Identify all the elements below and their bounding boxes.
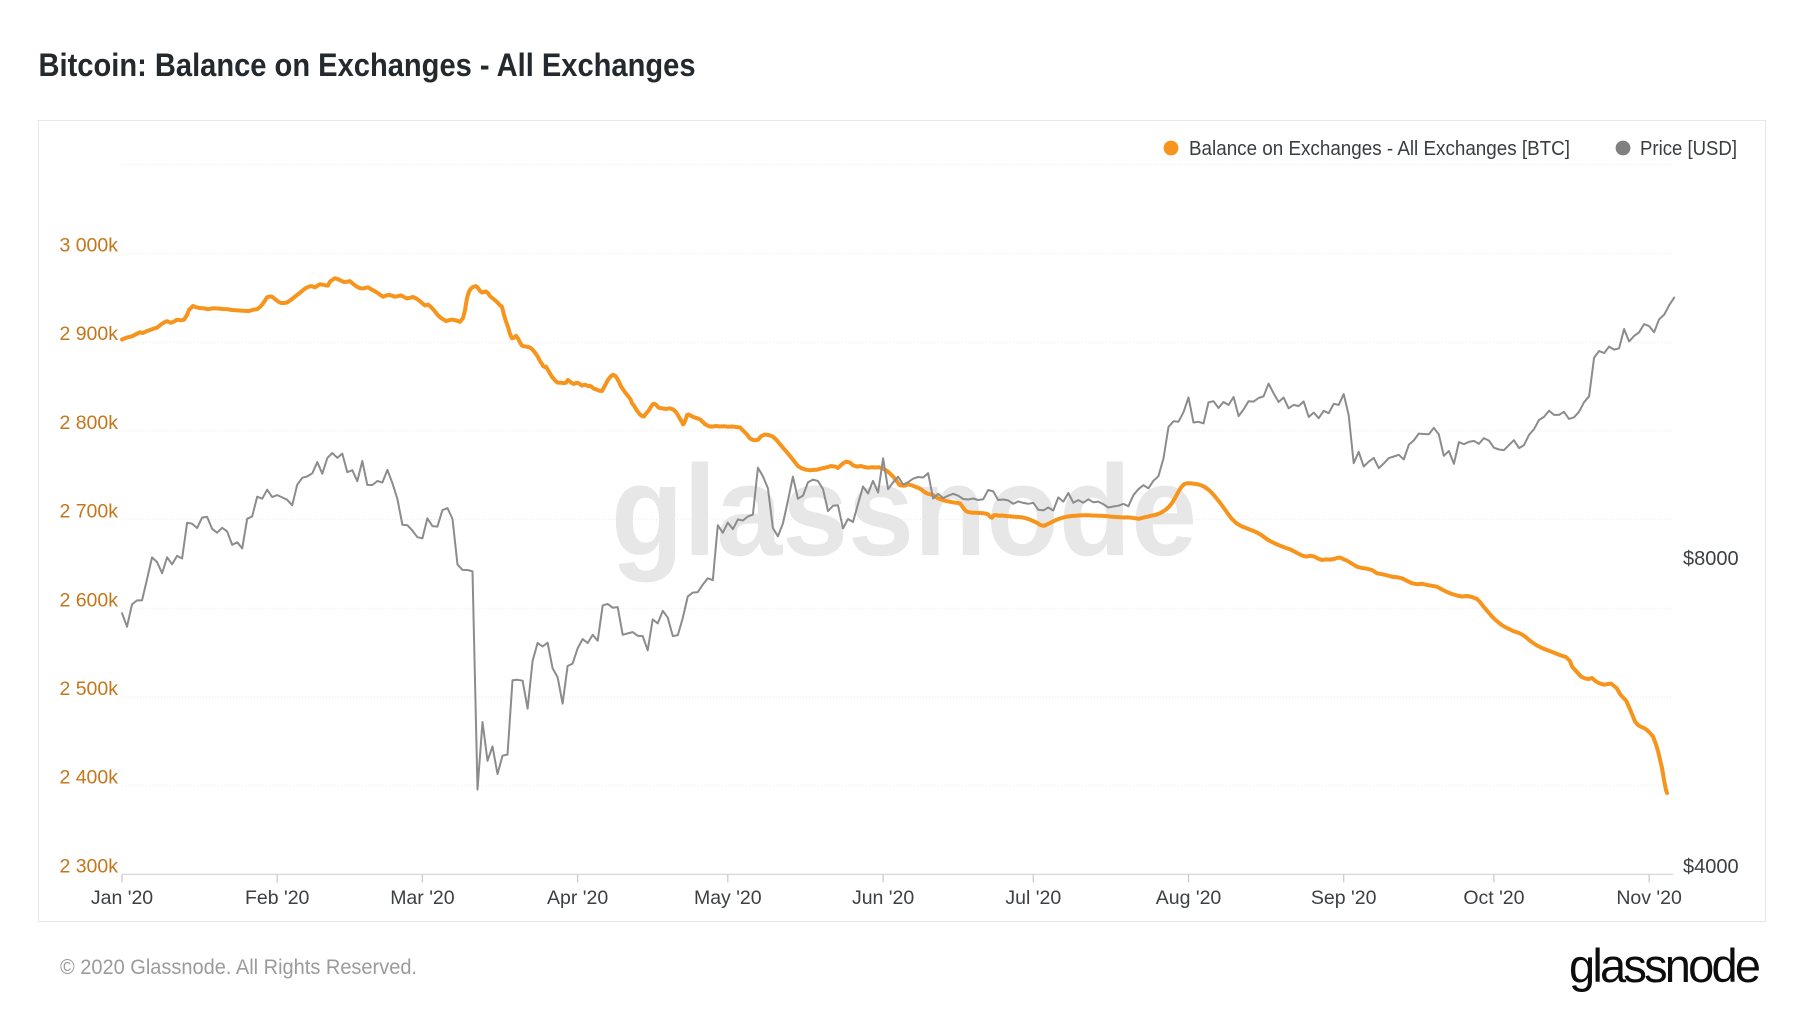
svg-text:Jul '20: Jul '20 [1005, 887, 1061, 909]
svg-text:2 700k: 2 700k [59, 501, 118, 523]
svg-text:Sep '20: Sep '20 [1311, 887, 1377, 909]
svg-text:2 800k: 2 800k [59, 412, 118, 434]
svg-text:2 400k: 2 400k [59, 767, 118, 789]
svg-text:2 600k: 2 600k [59, 589, 118, 611]
svg-text:Feb '20: Feb '20 [245, 887, 310, 909]
svg-text:May '20: May '20 [694, 887, 762, 909]
svg-text:2 900k: 2 900k [59, 323, 118, 345]
svg-text:Apr '20: Apr '20 [547, 887, 608, 909]
svg-text:Price [USD]: Price [USD] [1640, 138, 1737, 160]
svg-text:$8000: $8000 [1683, 548, 1739, 570]
svg-text:3 000k: 3 000k [59, 235, 118, 257]
svg-text:Nov '20: Nov '20 [1616, 887, 1682, 909]
svg-text:Bitcoin: Balance on Exchanges: Bitcoin: Balance on Exchanges - All Exch… [39, 47, 696, 83]
svg-text:Mar '20: Mar '20 [390, 887, 455, 909]
svg-text:© 2020 Glassnode. All Rights R: © 2020 Glassnode. All Rights Reserved. [60, 956, 417, 979]
svg-text:2 300k: 2 300k [59, 855, 118, 877]
svg-text:Jan '20: Jan '20 [91, 887, 153, 909]
svg-text:glassnode: glassnode [611, 439, 1197, 583]
svg-text:Balance on Exchanges - All Exc: Balance on Exchanges - All Exchanges [BT… [1189, 138, 1570, 160]
svg-text:Oct '20: Oct '20 [1463, 887, 1524, 909]
svg-text:glassnode: glassnode [1569, 939, 1761, 992]
svg-text:Jun '20: Jun '20 [852, 887, 914, 909]
svg-text:Aug '20: Aug '20 [1156, 887, 1222, 909]
svg-text:2 500k: 2 500k [59, 678, 118, 700]
svg-text:$4000: $4000 [1683, 856, 1739, 878]
